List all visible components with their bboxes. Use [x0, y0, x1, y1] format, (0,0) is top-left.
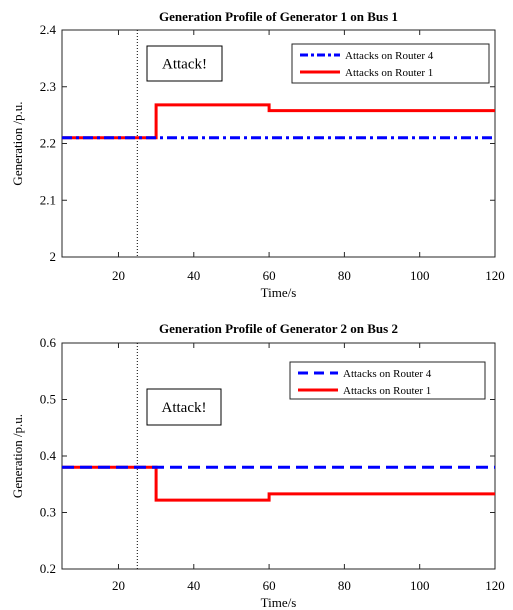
chart-1-x-axis-label: Time/s — [261, 285, 297, 300]
chart-2-legend: Attacks on Router 4 Attacks on Router 1 — [289, 361, 486, 400]
chart-2-series-line-2 — [62, 465, 495, 502]
chart-1-y-tick-label: 2 — [50, 249, 57, 264]
chart-2-attack-annotation-box — [146, 388, 222, 426]
chart-2-x-tick-label: 20 — [112, 578, 125, 593]
chart-2-title: Generation Profile of Generator 2 on Bus… — [159, 321, 398, 336]
chart-2-x-tick-label: 120 — [485, 578, 505, 593]
chart-1-series-line-2 — [62, 103, 495, 140]
chart-1-y-tick-label: 2.3 — [40, 79, 56, 94]
chart-1-y-tick-label: 2.2 — [40, 136, 56, 151]
chart-1-attack-annotation-box — [146, 45, 223, 82]
chart-1-x-tick-label: 120 — [485, 268, 505, 283]
chart-2-y-axis-label: Generation /p.u. — [10, 414, 25, 498]
chart-2-x-axis-label: Time/s — [261, 595, 297, 610]
chart-2-legend-label-2: Attacks on Router 1 — [343, 385, 431, 397]
chart-1-panel: Generation Profile of Generator 1 on Bus… — [10, 9, 505, 300]
chart-1-title: Generation Profile of Generator 1 on Bus… — [159, 9, 398, 24]
chart-1-x-tick-label: 80 — [338, 268, 351, 283]
chart-2-attack-annotation: Attack! — [146, 388, 222, 426]
chart-2-y-tick-label: 0.4 — [40, 448, 57, 463]
chart-2-x-tick-label: 80 — [338, 578, 351, 593]
chart-2-x-tick-label: 40 — [187, 578, 200, 593]
chart-2-attack-annotation-text: Attack! — [162, 400, 207, 416]
chart-2-x-tick-label: 100 — [410, 578, 430, 593]
chart-1-x-tick-label: 20 — [112, 268, 125, 283]
chart-1-legend-label-1: Attacks on Router 4 — [345, 50, 434, 62]
chart-2-y-tick-label: 0.6 — [40, 335, 57, 350]
chart-1-y-tick-label: 2.1 — [40, 192, 56, 207]
chart-2-legend-box — [289, 361, 486, 400]
chart-1-attack-annotation-text: Attack! — [162, 57, 207, 73]
chart-1-y-axis-label: Generation /p.u. — [10, 101, 25, 185]
chart-2-y-tick-label: 0.5 — [40, 392, 56, 407]
chart-2-x-tick-label: 60 — [263, 578, 276, 593]
chart-1-legend-label-2: Attacks on Router 1 — [345, 67, 433, 79]
chart-1-x-tick-label: 40 — [187, 268, 200, 283]
chart-1-y-tick-label: 2.4 — [40, 22, 57, 37]
chart-2-legend-label-1: Attacks on Router 4 — [343, 368, 432, 380]
chart-1-x-tick-label: 60 — [263, 268, 276, 283]
chart-1-attack-annotation: Attack! — [146, 45, 223, 82]
chart-2-y-tick-label: 0.3 — [40, 505, 56, 520]
chart-2-y-tick-label: 0.2 — [40, 561, 56, 576]
chart-1-legend: Attacks on Router 4 Attacks on Router 1 — [291, 43, 490, 84]
chart-1-x-tick-label: 100 — [410, 268, 430, 283]
chart-1-legend-box — [291, 43, 490, 84]
chart-2-panel: Generation Profile of Generator 2 on Bus… — [10, 321, 505, 610]
